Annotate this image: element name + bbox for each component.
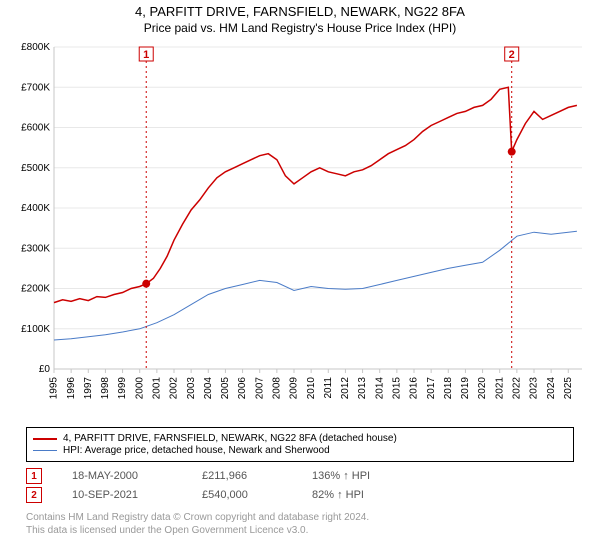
svg-text:2009: 2009 [289, 377, 300, 400]
svg-text:2011: 2011 [323, 377, 334, 399]
legend-swatch-a [33, 438, 57, 440]
legend-row-a: 4, PARFITT DRIVE, FARNSFIELD, NEWARK, NG… [33, 433, 567, 444]
svg-text:2017: 2017 [426, 377, 437, 400]
sale-date-2: 10-SEP-2021 [72, 489, 202, 501]
legend-label-b: HPI: Average price, detached house, Newa… [63, 445, 330, 456]
svg-text:2016: 2016 [409, 377, 420, 400]
chart-titles: 4, PARFITT DRIVE, FARNSFIELD, NEWARK, NG… [0, 0, 600, 35]
svg-text:2022: 2022 [511, 377, 522, 400]
svg-text:2018: 2018 [443, 377, 454, 400]
footer-line-2: This data is licensed under the Open Gov… [26, 524, 574, 537]
title-address: 4, PARFITT DRIVE, FARNSFIELD, NEWARK, NG… [0, 4, 600, 19]
svg-text:£500K: £500K [21, 163, 50, 174]
svg-text:2023: 2023 [529, 377, 540, 400]
svg-text:1: 1 [143, 49, 149, 61]
svg-text:1999: 1999 [117, 377, 128, 400]
svg-text:2021: 2021 [494, 377, 505, 400]
svg-text:2020: 2020 [477, 377, 488, 400]
svg-text:£700K: £700K [21, 82, 50, 93]
svg-text:£0: £0 [39, 364, 51, 375]
svg-text:2003: 2003 [186, 377, 197, 400]
svg-text:2006: 2006 [237, 377, 248, 400]
sale-pct-2: 82% ↑ HPI [312, 489, 432, 501]
footer-line-1: Contains HM Land Registry data © Crown c… [26, 511, 574, 524]
legend-swatch-b [33, 450, 57, 451]
sale-row-1: 1 18-MAY-2000 £211,966 136% ↑ HPI [26, 468, 574, 484]
svg-text:2001: 2001 [151, 377, 162, 400]
svg-text:2010: 2010 [306, 377, 317, 400]
svg-text:1998: 1998 [100, 377, 111, 400]
svg-text:£400K: £400K [21, 203, 50, 214]
svg-text:1997: 1997 [83, 377, 94, 400]
chart-area: £0 £100K £200K £300K £400K £500K £600K £700K £80… [10, 39, 590, 419]
svg-text:2014: 2014 [374, 377, 385, 400]
svg-text:£800K: £800K [21, 42, 50, 53]
sale-price-2: £540,000 [202, 489, 312, 501]
svg-text:2012: 2012 [340, 377, 351, 400]
chart-svg: £0 £100K £200K £300K £400K £500K £600K £700K £80… [10, 39, 590, 419]
svg-text:2002: 2002 [169, 377, 180, 400]
svg-text:£200K: £200K [21, 284, 50, 295]
svg-text:2008: 2008 [271, 377, 282, 400]
legend-label-a: 4, PARFITT DRIVE, FARNSFIELD, NEWARK, NG… [63, 433, 397, 444]
sales-table: 1 18-MAY-2000 £211,966 136% ↑ HPI 2 10-S… [26, 468, 574, 503]
svg-text:2025: 2025 [563, 377, 574, 400]
title-subtitle: Price paid vs. HM Land Registry's House … [0, 21, 600, 35]
svg-text:2005: 2005 [220, 377, 231, 400]
svg-text:2004: 2004 [203, 377, 214, 400]
svg-text:2024: 2024 [546, 377, 557, 400]
legend-box: 4, PARFITT DRIVE, FARNSFIELD, NEWARK, NG… [26, 427, 574, 462]
svg-text:1996: 1996 [66, 377, 77, 400]
svg-text:£600K: £600K [21, 123, 50, 134]
sale-pct-1: 136% ↑ HPI [312, 470, 432, 482]
svg-text:£300K: £300K [21, 243, 50, 254]
svg-text:2007: 2007 [254, 377, 265, 400]
svg-text:2015: 2015 [391, 377, 402, 400]
footer-attribution: Contains HM Land Registry data © Crown c… [26, 511, 574, 537]
svg-text:2019: 2019 [460, 377, 471, 400]
svg-text:2013: 2013 [357, 377, 368, 400]
sale-row-2: 2 10-SEP-2021 £540,000 82% ↑ HPI [26, 487, 574, 503]
legend-row-b: HPI: Average price, detached house, Newa… [33, 445, 567, 456]
svg-text:2000: 2000 [134, 377, 145, 400]
sale-marker-2: 2 [26, 487, 42, 503]
svg-text:1995: 1995 [49, 377, 60, 400]
svg-text:2: 2 [509, 49, 515, 61]
svg-text:£100K: £100K [21, 324, 50, 335]
sale-date-1: 18-MAY-2000 [72, 470, 202, 482]
sale-price-1: £211,966 [202, 470, 312, 482]
sale-marker-1: 1 [26, 468, 42, 484]
